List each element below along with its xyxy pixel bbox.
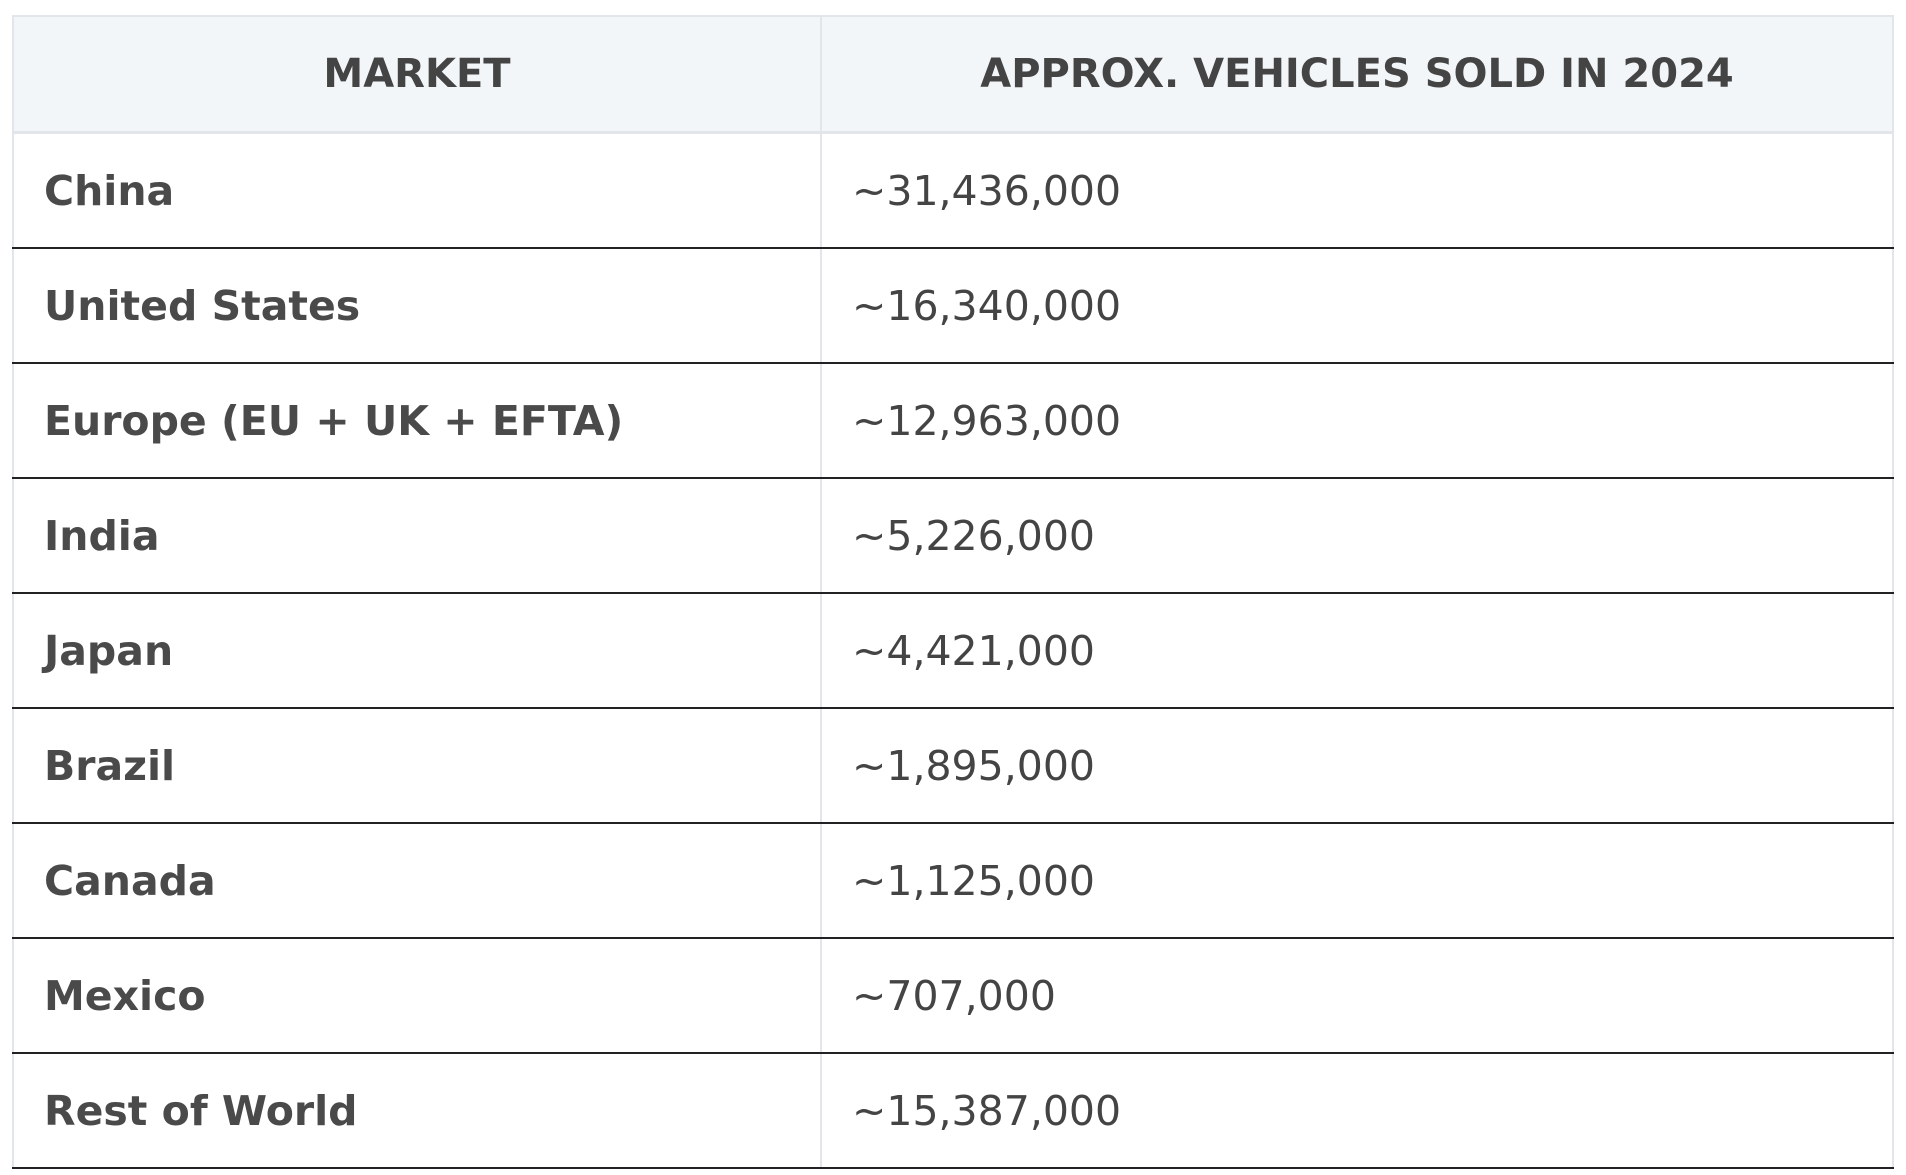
market-cell: Rest of World	[12, 1053, 822, 1169]
market-cell: India	[12, 478, 822, 594]
sales-cell: ~1,125,000	[820, 823, 1894, 939]
sales-cell: ~16,340,000	[820, 248, 1894, 364]
sales-cell: ~15,387,000	[820, 1053, 1894, 1169]
header-cell: APPROX. VEHICLES SOLD IN 2024	[820, 15, 1894, 134]
market-cell: Europe (EU + UK + EFTA)	[12, 363, 822, 479]
table-row: Rest of World ~15,387,000	[12, 1053, 1894, 1169]
market-cell: Canada	[12, 823, 822, 939]
table-row: Canada ~1,125,000	[12, 823, 1894, 939]
table-row: United States ~16,340,000	[12, 248, 1894, 364]
header-cell: MARKET	[12, 15, 822, 134]
sales-cell: ~12,963,000	[820, 363, 1894, 479]
sales-cell: ~4,421,000	[820, 593, 1894, 709]
table-row: Japan ~4,421,000	[12, 593, 1894, 709]
market-cell: United States	[12, 248, 822, 364]
market-cell: Brazil	[12, 708, 822, 824]
table-row: Mexico ~707,000	[12, 938, 1894, 1054]
market-cell: China	[12, 132, 822, 249]
table-row: Europe (EU + UK + EFTA) ~12,963,000	[12, 363, 1894, 479]
table-row: China ~31,436,000	[12, 132, 1894, 249]
market-cell: Japan	[12, 593, 822, 709]
header-row: MARKET APPROX. VEHICLES SOLD IN 2024	[12, 15, 1894, 134]
table-row: India ~5,226,000	[12, 478, 1894, 594]
table-row: Brazil ~1,895,000	[12, 708, 1894, 824]
market-cell: Mexico	[12, 938, 822, 1054]
sales-cell: ~1,895,000	[820, 708, 1894, 824]
sales-table: MARKET APPROX. VEHICLES SOLD IN 2024 Chi…	[12, 15, 1894, 1169]
sales-cell: ~31,436,000	[820, 132, 1894, 249]
table-header: MARKET APPROX. VEHICLES SOLD IN 2024	[12, 15, 1894, 134]
table-body: China ~31,436,000 United States ~16,340,000…	[12, 132, 1894, 1169]
sales-cell: ~5,226,000	[820, 478, 1894, 594]
sales-cell: ~707,000	[820, 938, 1894, 1054]
